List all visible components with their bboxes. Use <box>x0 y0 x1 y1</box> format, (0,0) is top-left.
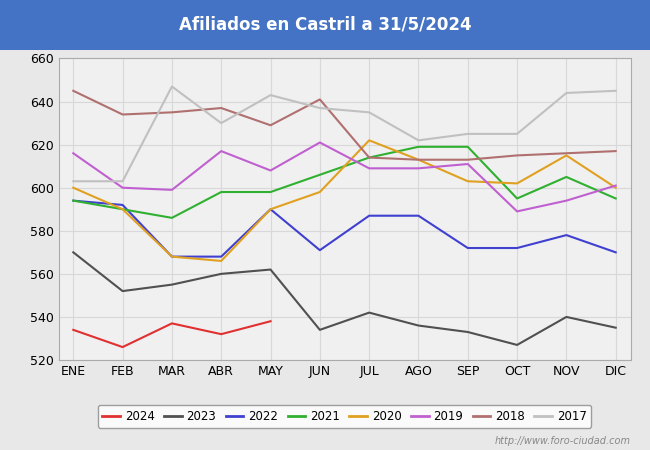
Text: http://www.foro-ciudad.com: http://www.foro-ciudad.com <box>495 436 630 446</box>
Text: Afiliados en Castril a 31/5/2024: Afiliados en Castril a 31/5/2024 <box>179 16 471 34</box>
Legend: 2024, 2023, 2022, 2021, 2020, 2019, 2018, 2017: 2024, 2023, 2022, 2021, 2020, 2019, 2018… <box>98 405 592 428</box>
